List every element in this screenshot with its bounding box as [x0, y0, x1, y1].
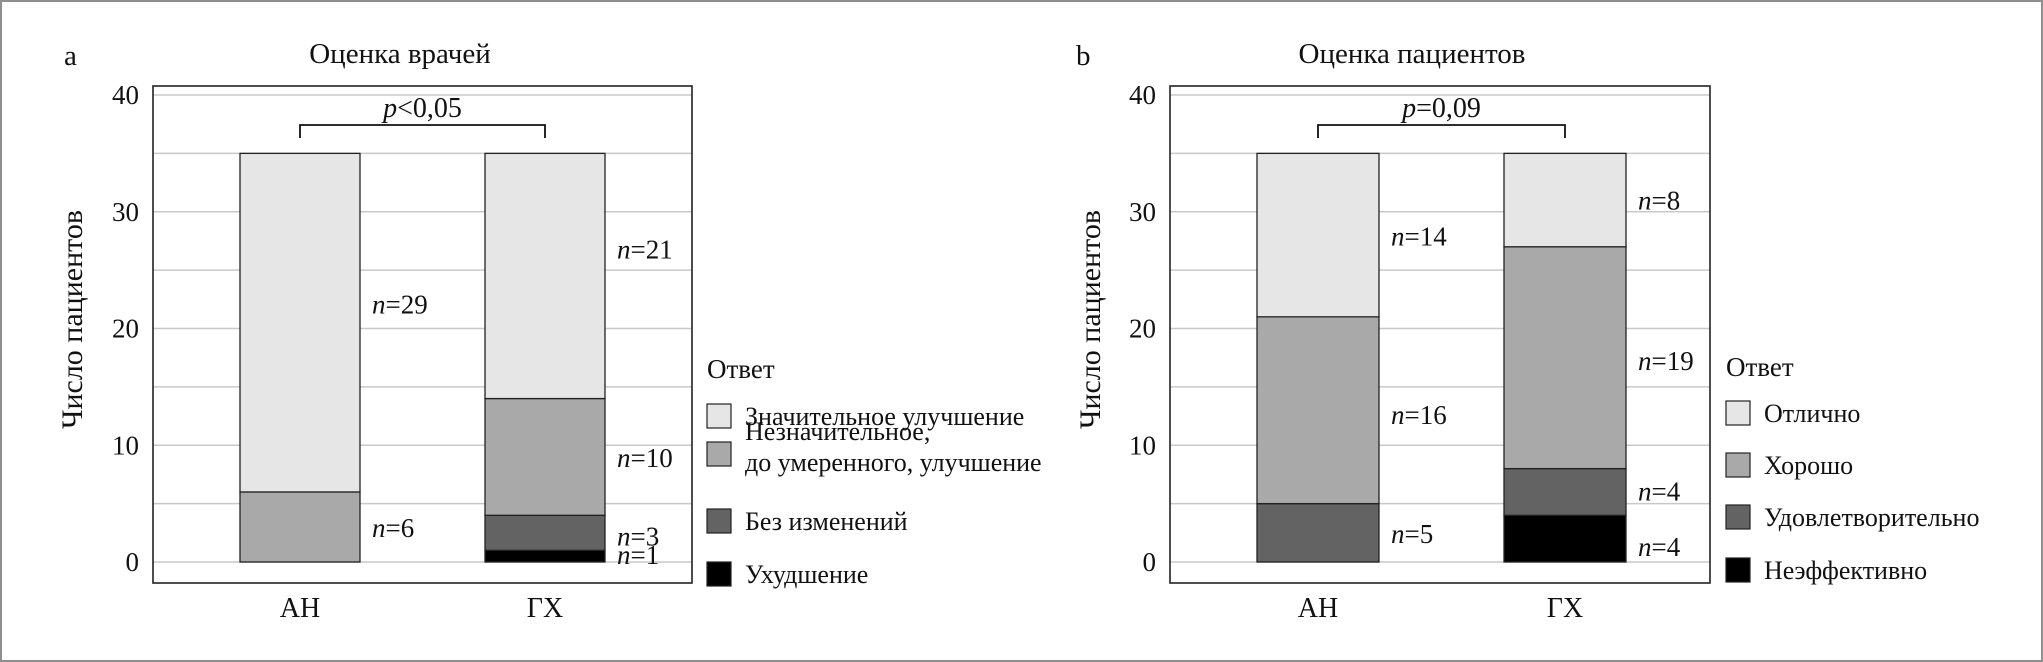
panel-letter: a: [64, 40, 77, 72]
data-label: n=19: [1638, 346, 1694, 376]
x-tick-label: АН: [1298, 593, 1338, 624]
gridlines: [153, 94, 692, 563]
legend-label: Ухудшение: [745, 560, 868, 589]
legend-label: Отлично: [1764, 399, 1860, 428]
legend-label: Удовлетворительно: [1764, 503, 1979, 532]
legend-label: Без изменений: [745, 507, 908, 536]
data-label: n=5: [1391, 519, 1433, 549]
plot-area-border: [1169, 85, 1711, 584]
y-tick-label: 0: [126, 547, 140, 577]
y-axis-label: Число пациентов: [56, 210, 89, 429]
bar-segment: [239, 152, 361, 493]
y-tick-label: 10: [1129, 430, 1156, 460]
legend-label: Хорошо: [1764, 451, 1853, 480]
legend-swatch: [1725, 557, 1751, 583]
data-label: n=14: [1391, 221, 1447, 251]
data-label: n=3: [617, 521, 659, 551]
y-tick-label: 20: [112, 314, 139, 344]
legend-swatch: [706, 403, 732, 429]
bar-segment: [239, 491, 361, 563]
x-tick-label: ГХ: [527, 593, 563, 624]
legend-label: Неэффективно: [1764, 556, 1927, 585]
y-tick-label: 0: [1143, 547, 1157, 577]
chart-panel-a: a Оценка врачей 0 10 20 30 40 Число пациентов АН…: [56, 38, 1042, 624]
x-tick-label: АН: [280, 593, 320, 624]
panel-letter: b: [1076, 40, 1091, 72]
legend-swatch: [1725, 504, 1751, 530]
plot-area-border: [152, 85, 693, 584]
significance-bracket: [1317, 124, 1566, 138]
bar-segment: [1503, 246, 1627, 470]
bar-segment: [1256, 502, 1380, 563]
data-label: n=6: [372, 513, 414, 543]
bar-segment: [1503, 514, 1627, 563]
legend-label: Значительное улучшение: [745, 402, 1024, 431]
legend: Ответ Отлично Хорошо Удовлетворительно Неэфф…: [1725, 352, 1979, 585]
legend-label: Незначительное,: [745, 417, 930, 446]
legend-title: Ответ: [707, 354, 775, 384]
legend-label: до умеренного, улучшение: [745, 448, 1042, 477]
data-label: n=4: [1638, 477, 1681, 507]
y-tick-label: 10: [112, 430, 139, 460]
significance-bracket: [299, 124, 546, 138]
data-label: n=1: [617, 540, 659, 570]
y-tick-label: 20: [1129, 314, 1156, 344]
data-label: n=16: [1391, 400, 1447, 430]
p-value-label: p=0,09: [1400, 93, 1481, 124]
y-tick-label: 40: [112, 80, 139, 110]
chart-title: Оценка пациентов: [1299, 38, 1526, 70]
legend-swatch: [1725, 452, 1751, 478]
data-label: n=8: [1638, 185, 1680, 215]
legend-swatch: [706, 441, 732, 467]
gridlines: [1170, 94, 1710, 563]
bar-segment: [1503, 152, 1627, 248]
legend: Ответ Значительное улучшениеНезначительно…: [706, 354, 1042, 589]
y-axis-label: Число пациентов: [1074, 210, 1107, 429]
legend-swatch: [1725, 400, 1751, 426]
chart-title: Оценка врачей: [309, 38, 491, 70]
data-label: n=10: [617, 443, 673, 473]
bar-segment: [484, 549, 606, 563]
data-label: n=29: [372, 289, 428, 319]
legend-swatch: [706, 561, 732, 587]
bar-segment: [1256, 152, 1380, 318]
bar-segment: [1256, 316, 1380, 505]
y-tick-label: 30: [1129, 197, 1156, 227]
y-tick-label: 40: [1129, 80, 1156, 110]
bar-segment: [484, 514, 606, 551]
bar-segment: [484, 152, 606, 400]
chart-panel-b: b Оценка пациентов 0 10 20 30 40 Число пациенто…: [1074, 38, 1979, 624]
y-tick-label: 30: [112, 197, 139, 227]
legend-swatch: [706, 508, 732, 534]
p-value-label: p<0,05: [381, 93, 462, 124]
x-tick-label: ГХ: [1547, 593, 1583, 624]
legend-title: Ответ: [1726, 352, 1794, 382]
bar-segment: [1503, 467, 1627, 516]
data-label: n=21: [617, 234, 673, 264]
data-label: n=4: [1638, 532, 1681, 562]
bar-segment: [484, 397, 606, 516]
